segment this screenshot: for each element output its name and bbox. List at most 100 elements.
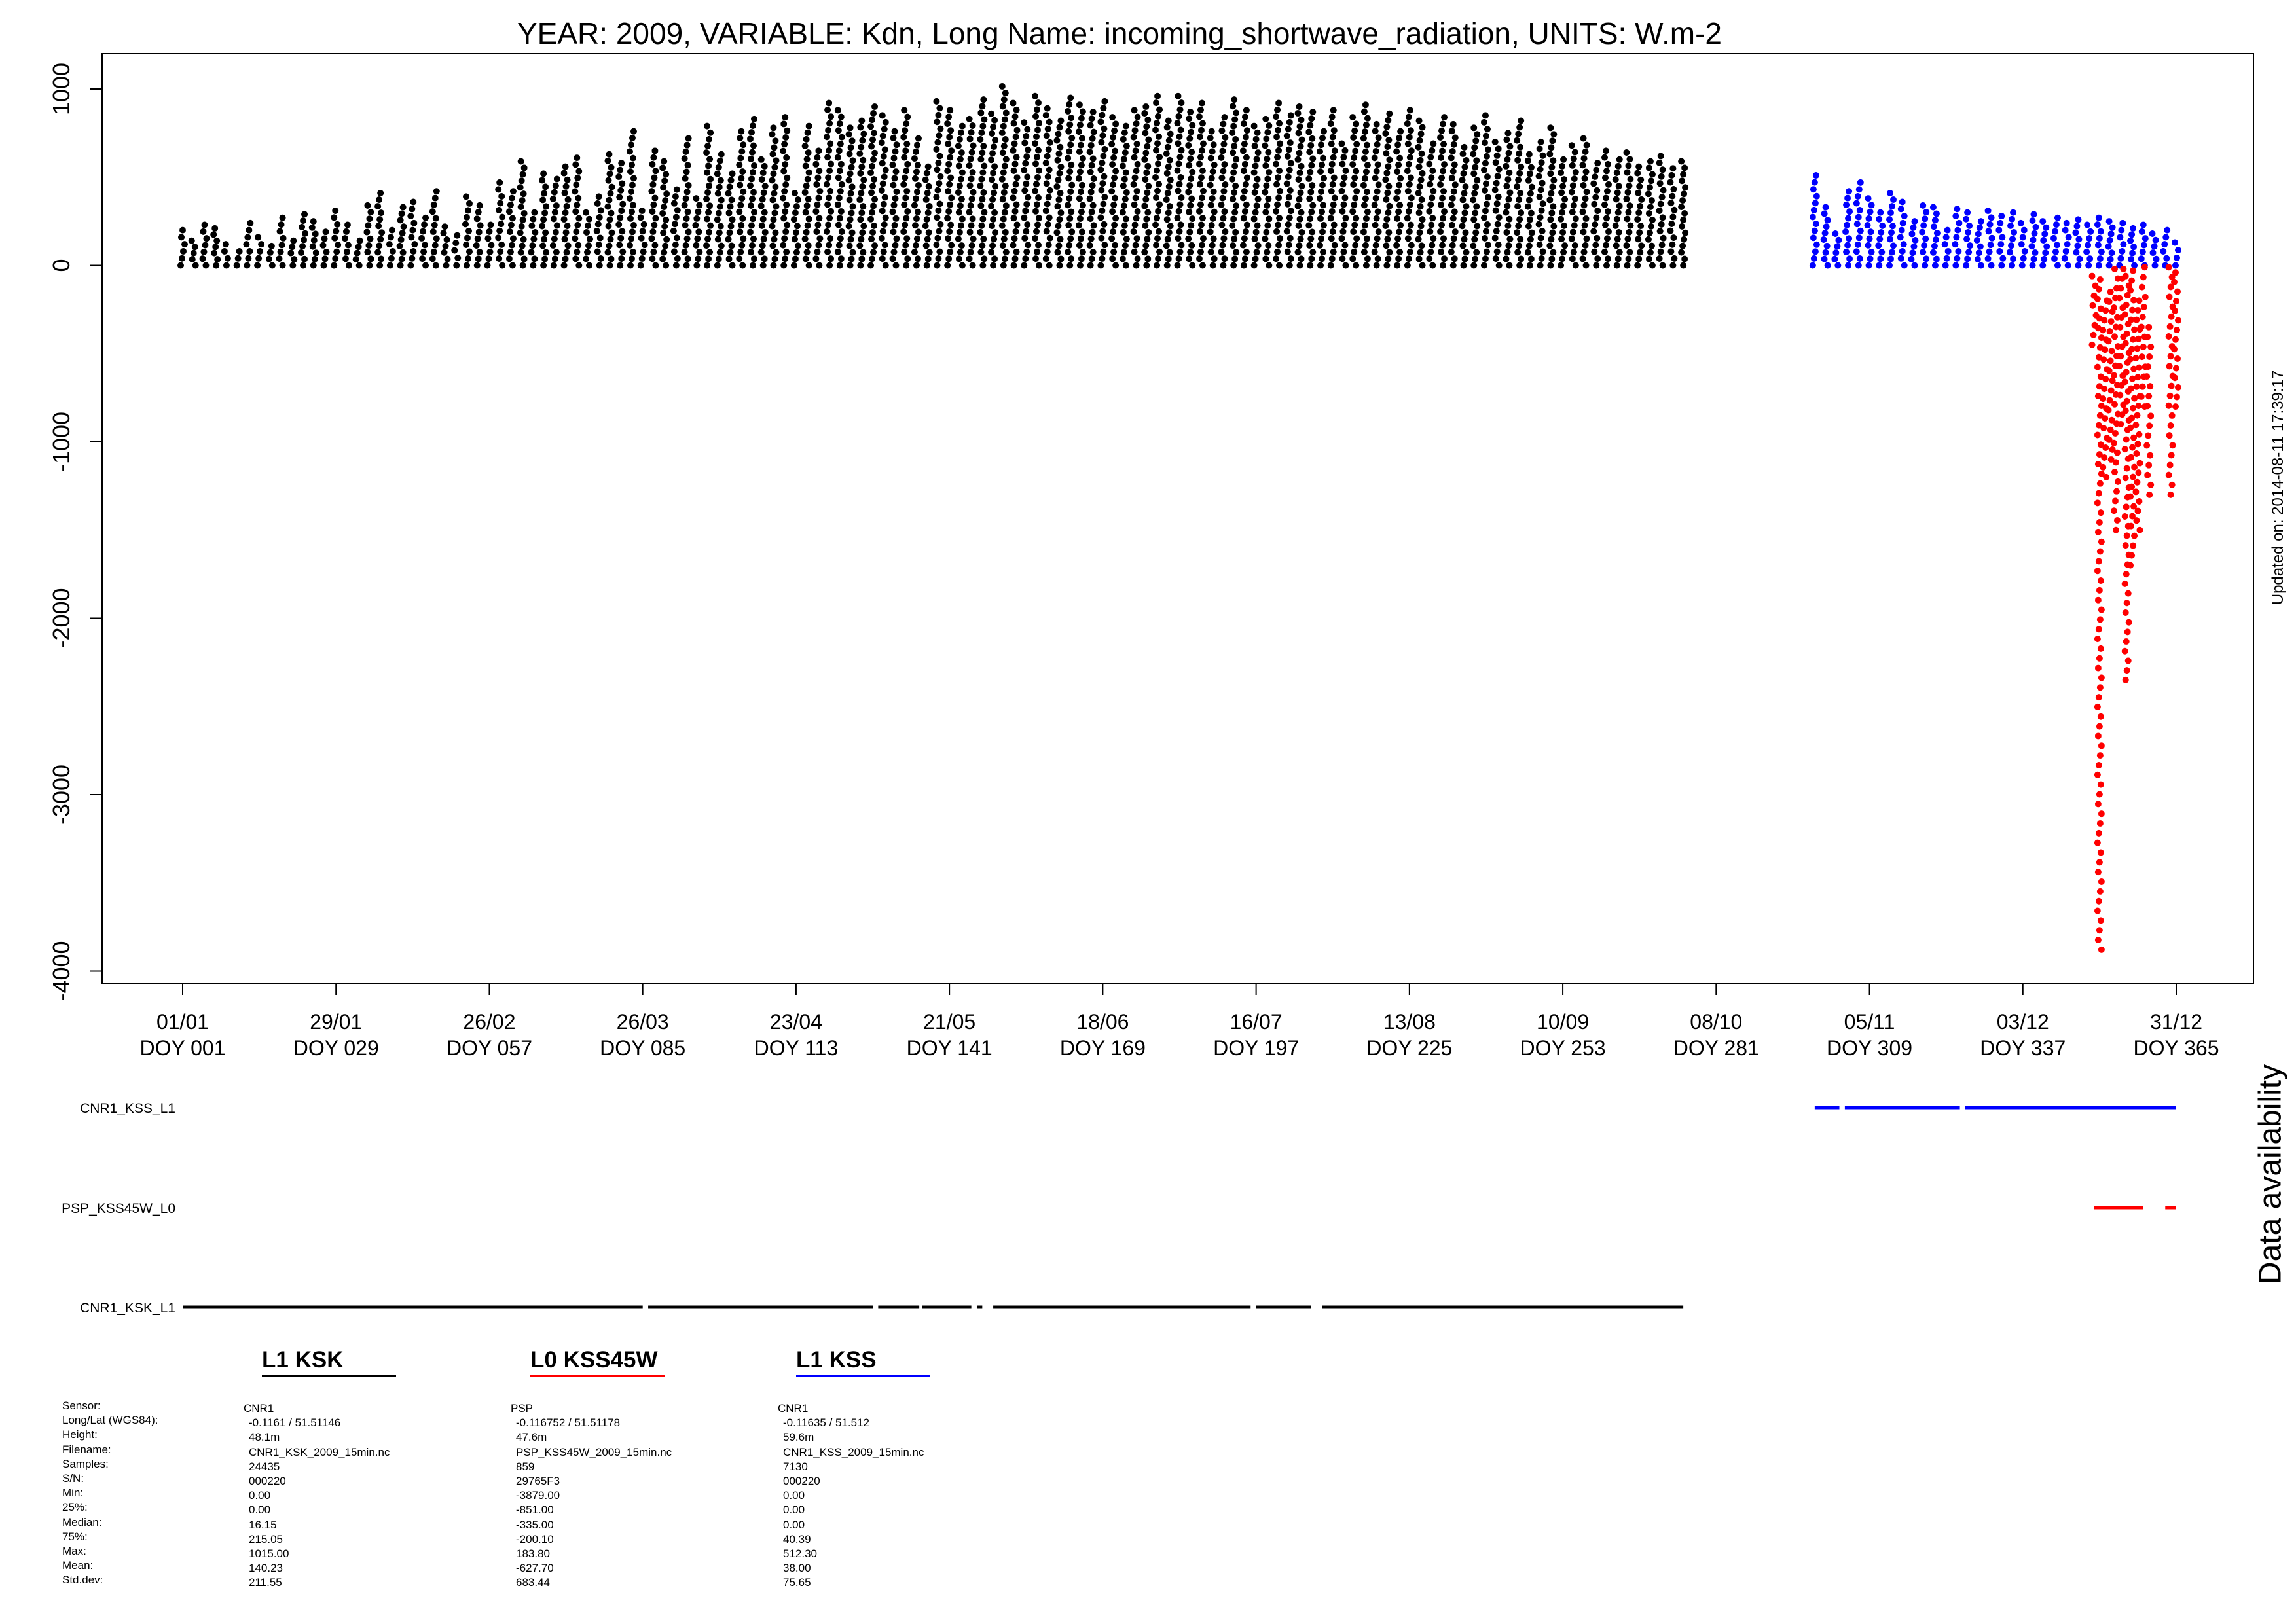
data-point <box>2028 243 2035 250</box>
data-point <box>1055 223 1062 230</box>
data-point <box>529 242 536 249</box>
data-point <box>1330 127 1338 134</box>
data-point <box>782 208 789 215</box>
data-point <box>1360 181 1367 189</box>
data-point <box>1582 262 1590 269</box>
data-point <box>1649 171 1656 178</box>
data-point <box>2103 473 2110 480</box>
data-point <box>826 242 833 249</box>
data-point <box>923 170 930 177</box>
data-point <box>213 237 221 244</box>
data-point <box>2101 386 2108 393</box>
data-point <box>649 160 656 168</box>
data-point <box>1198 242 1205 249</box>
data-point <box>2143 442 2151 449</box>
data-point <box>1626 202 1633 209</box>
data-point <box>541 209 549 217</box>
data-point <box>1119 162 1126 170</box>
data-point <box>652 168 659 175</box>
data-point <box>1473 157 1480 164</box>
data-point <box>648 235 655 242</box>
data-point <box>670 227 677 234</box>
data-point <box>1174 215 1181 222</box>
data-point <box>1013 174 1021 181</box>
data-point <box>1571 149 1578 156</box>
data-point <box>1153 194 1160 202</box>
data-point <box>989 223 996 230</box>
data-point <box>1066 215 1074 222</box>
stat-value: 0.00 <box>249 1489 271 1502</box>
data-point <box>911 202 918 209</box>
data-point <box>977 249 985 256</box>
data-point <box>553 202 560 209</box>
data-point <box>1603 262 1610 269</box>
data-point <box>1383 196 1390 203</box>
data-point <box>1997 241 2005 248</box>
data-point <box>1165 163 1172 170</box>
data-point <box>1669 241 1676 248</box>
data-point <box>826 167 833 174</box>
data-point <box>2096 684 2104 691</box>
data-point <box>769 242 776 249</box>
data-point <box>1186 135 1194 142</box>
data-point <box>1199 120 1206 127</box>
data-point <box>1636 183 1643 190</box>
data-point <box>1189 215 1196 223</box>
data-point <box>2128 414 2136 422</box>
data-point <box>1471 144 1478 151</box>
data-point <box>882 214 889 221</box>
data-point <box>1339 160 1346 168</box>
data-point <box>2094 937 2102 944</box>
data-point <box>1307 235 1315 242</box>
data-point <box>1953 234 1960 241</box>
data-point <box>802 255 809 262</box>
data-point <box>1286 214 1293 221</box>
data-point <box>1089 249 1097 256</box>
x-tick-date: 23/04 <box>770 1010 822 1034</box>
data-point <box>748 155 754 162</box>
data-point <box>477 222 484 229</box>
data-point <box>1450 235 1457 242</box>
data-point <box>1308 255 1315 262</box>
stat-value: 29765F3 <box>516 1475 560 1488</box>
data-point <box>2122 609 2129 616</box>
data-point <box>1844 194 1851 202</box>
data-point <box>301 255 308 262</box>
data-point <box>1549 137 1556 145</box>
data-point <box>1078 255 1085 262</box>
data-point <box>1569 255 1576 262</box>
data-point <box>805 262 812 269</box>
data-point <box>2032 249 2039 256</box>
data-point <box>279 214 286 221</box>
data-point <box>867 123 875 130</box>
data-point <box>1375 134 1382 141</box>
data-point <box>495 234 502 242</box>
data-point <box>1821 230 1829 237</box>
stat-value: PSP_KSS45W_2009_15min.nc <box>516 1445 672 1458</box>
stat-value: CNR1_KSS_2009_15min.nc <box>783 1445 924 1458</box>
data-point <box>396 242 403 249</box>
data-point <box>1044 248 1051 255</box>
data-point <box>824 181 831 188</box>
data-point <box>1087 122 1094 129</box>
data-point <box>2095 829 2102 837</box>
data-point <box>1022 255 1029 262</box>
data-point <box>1429 194 1436 202</box>
data-point <box>1405 160 1412 168</box>
data-point <box>1396 134 1403 141</box>
data-point <box>1254 222 1261 229</box>
data-point <box>507 221 515 228</box>
data-point <box>1405 255 1412 262</box>
data-point <box>978 222 985 229</box>
data-point <box>573 181 580 189</box>
chart-title: YEAR: 2009, VARIABLE: Kdn, Long Name: in… <box>517 16 1722 50</box>
data-point <box>366 215 373 223</box>
data-point <box>988 202 995 209</box>
data-point <box>1404 235 1412 242</box>
data-point <box>1419 124 1426 131</box>
data-point <box>1570 202 1577 209</box>
data-point <box>342 228 350 235</box>
data-point <box>670 248 678 255</box>
data-point <box>1101 173 1108 180</box>
data-point <box>1975 230 1982 238</box>
